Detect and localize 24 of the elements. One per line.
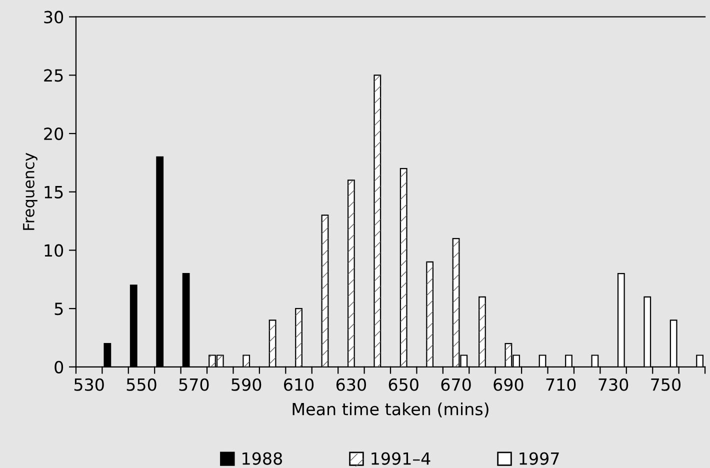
legend-label: 1997	[520, 452, 559, 465]
x-tick-label: 710	[546, 378, 576, 391]
x-tick-label: 650	[388, 378, 418, 391]
y-tick-label: 10	[44, 244, 64, 257]
legend-label: 1988	[242, 452, 282, 465]
y-tick-label: 20	[44, 128, 64, 140]
y-axis-title: Frequency	[23, 152, 38, 230]
x-tick-label: 670	[441, 378, 471, 391]
y-tick-label: 5	[54, 302, 63, 316]
legend-label: 1991–4	[372, 452, 430, 465]
x-tick-label: 530	[74, 378, 104, 391]
x-tick-label: 610	[284, 378, 314, 391]
x-tick-label: 730	[598, 378, 628, 391]
x-axis-title: Mean time taken (mins)	[292, 402, 488, 418]
x-tick-label: 690	[494, 378, 524, 391]
x-tick-label: 570	[179, 378, 209, 391]
y-tick-label: 0	[54, 360, 64, 374]
x-tick-label: 750	[651, 378, 681, 391]
x-tick-label: 590	[232, 378, 262, 391]
x-tick-label: 550	[126, 378, 156, 391]
y-tick-label: 15	[44, 186, 63, 198]
x-tick-label: 630	[336, 378, 366, 391]
y-tick-label: 25	[44, 69, 63, 82]
y-tick-label: 30	[44, 10, 64, 24]
